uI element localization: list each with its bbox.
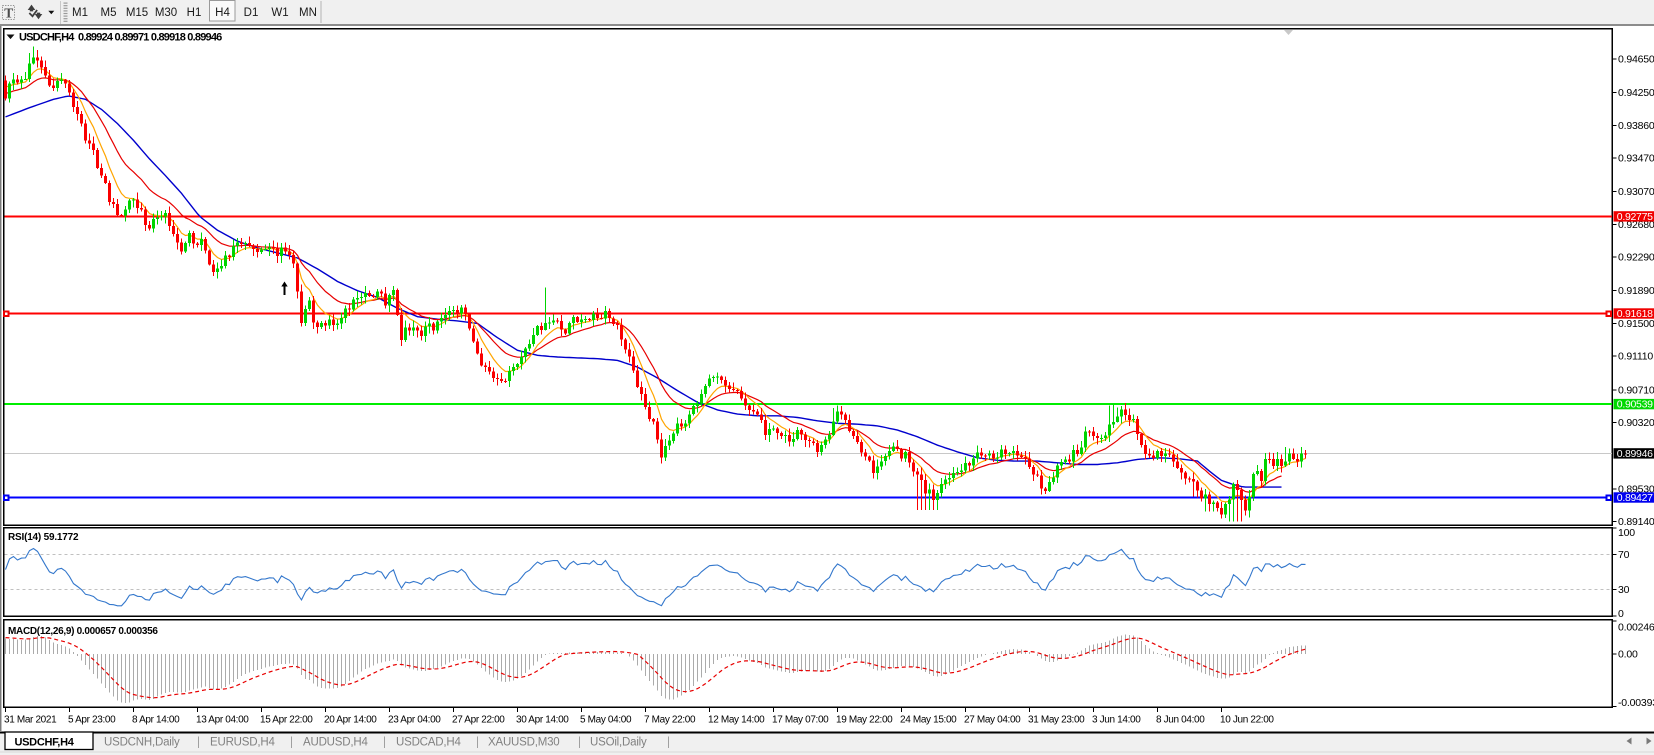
svg-text:MN: MN <box>299 7 317 19</box>
svg-text:0.93070: 0.93070 <box>1618 186 1654 198</box>
svg-text:0.93470: 0.93470 <box>1618 153 1654 165</box>
svg-text:RSI(14) 59.1772: RSI(14) 59.1772 <box>8 532 79 543</box>
svg-text:17 May 07:00: 17 May 07:00 <box>772 715 829 726</box>
svg-text:M5: M5 <box>101 7 117 19</box>
svg-text:USDCHF,H4 0.89924 0.89971 0.8: USDCHF,H4 0.89924 0.89971 0.89918 0.8994… <box>19 32 222 44</box>
svg-text:19 May 22:00: 19 May 22:00 <box>836 715 893 726</box>
svg-text:0.90710: 0.90710 <box>1618 384 1654 396</box>
svg-text:0.89427: 0.89427 <box>1617 492 1653 504</box>
svg-text:0.90539: 0.90539 <box>1617 399 1653 411</box>
svg-text:0.002465: 0.002465 <box>1618 622 1654 634</box>
svg-text:MACD(12,26,9) 0.000657 0.00035: MACD(12,26,9) 0.000657 0.000356 <box>8 626 158 637</box>
svg-text:20 Apr 14:00: 20 Apr 14:00 <box>324 715 377 726</box>
svg-text:USDCHF,H4: USDCHF,H4 <box>15 737 75 749</box>
svg-text:24 May 15:00: 24 May 15:00 <box>900 715 957 726</box>
svg-text:8 Apr 14:00: 8 Apr 14:00 <box>132 715 180 726</box>
svg-text:13 Apr 04:00: 13 Apr 04:00 <box>196 715 249 726</box>
svg-text:|: | <box>290 737 293 749</box>
svg-text:0.91890: 0.91890 <box>1618 285 1654 297</box>
svg-text:15 Apr 22:00: 15 Apr 22:00 <box>260 715 313 726</box>
svg-text:0.90320: 0.90320 <box>1618 417 1654 429</box>
svg-text:EURUSD,H4: EURUSD,H4 <box>210 737 275 749</box>
svg-text:M15: M15 <box>126 7 148 19</box>
svg-text:XAUUSD,M30: XAUUSD,M30 <box>488 737 560 749</box>
svg-text:-0.003939: -0.003939 <box>1618 697 1654 709</box>
svg-text:10 Jun 22:00: 10 Jun 22:00 <box>1220 715 1274 726</box>
svg-text:27 Apr 22:00: 27 Apr 22:00 <box>452 715 505 726</box>
svg-text:0.94650: 0.94650 <box>1618 54 1654 66</box>
svg-text:30: 30 <box>1618 584 1630 596</box>
svg-text:T: T <box>4 5 13 20</box>
svg-text:0.89946: 0.89946 <box>1617 448 1653 460</box>
svg-text:70: 70 <box>1618 549 1630 561</box>
svg-text:USDCNH,Daily: USDCNH,Daily <box>104 737 180 749</box>
svg-text:0: 0 <box>1618 608 1624 620</box>
svg-text:|: | <box>197 737 200 749</box>
svg-text:3 Jun 14:00: 3 Jun 14:00 <box>1092 715 1141 726</box>
svg-text:31 May 23:00: 31 May 23:00 <box>1028 715 1085 726</box>
svg-text:0.93860: 0.93860 <box>1618 120 1654 132</box>
svg-text:27 May 04:00: 27 May 04:00 <box>964 715 1021 726</box>
svg-text:USOil,Daily: USOil,Daily <box>590 737 647 749</box>
svg-text:100: 100 <box>1618 527 1635 539</box>
svg-text:0.92290: 0.92290 <box>1618 252 1654 264</box>
svg-text:7 May 22:00: 7 May 22:00 <box>644 715 696 726</box>
svg-text:30 Apr 14:00: 30 Apr 14:00 <box>516 715 569 726</box>
svg-text:0.91618: 0.91618 <box>1617 308 1653 320</box>
svg-text:0.00: 0.00 <box>1618 649 1638 661</box>
svg-text:D1: D1 <box>244 7 259 19</box>
svg-text:W1: W1 <box>271 7 288 19</box>
svg-text:AUDUSD,H4: AUDUSD,H4 <box>303 737 368 749</box>
svg-text:M30: M30 <box>155 7 177 19</box>
svg-text:8 Jun 04:00: 8 Jun 04:00 <box>1156 715 1205 726</box>
svg-text:USDCAD,H4: USDCAD,H4 <box>396 737 461 749</box>
svg-text:0.92775: 0.92775 <box>1617 211 1653 223</box>
svg-text:|: | <box>476 737 479 749</box>
svg-text:H4: H4 <box>215 7 230 19</box>
svg-text:|: | <box>383 737 386 749</box>
svg-text:31 Mar 2021: 31 Mar 2021 <box>4 715 57 726</box>
svg-text:0.94250: 0.94250 <box>1618 87 1654 99</box>
svg-text:0.89140: 0.89140 <box>1618 516 1654 528</box>
svg-text:0.92680: 0.92680 <box>1618 219 1654 231</box>
svg-text:|: | <box>667 737 670 749</box>
svg-text:0.91110: 0.91110 <box>1618 351 1653 363</box>
svg-text:12 May 14:00: 12 May 14:00 <box>708 715 765 726</box>
svg-text:0.91500: 0.91500 <box>1618 318 1654 330</box>
svg-text:5 Apr 23:00: 5 Apr 23:00 <box>68 715 116 726</box>
svg-text:5 May 04:00: 5 May 04:00 <box>580 715 632 726</box>
svg-text:|: | <box>578 737 581 749</box>
svg-text:H1: H1 <box>187 7 202 19</box>
svg-text:23 Apr 04:00: 23 Apr 04:00 <box>388 715 441 726</box>
svg-text:M1: M1 <box>72 7 88 19</box>
